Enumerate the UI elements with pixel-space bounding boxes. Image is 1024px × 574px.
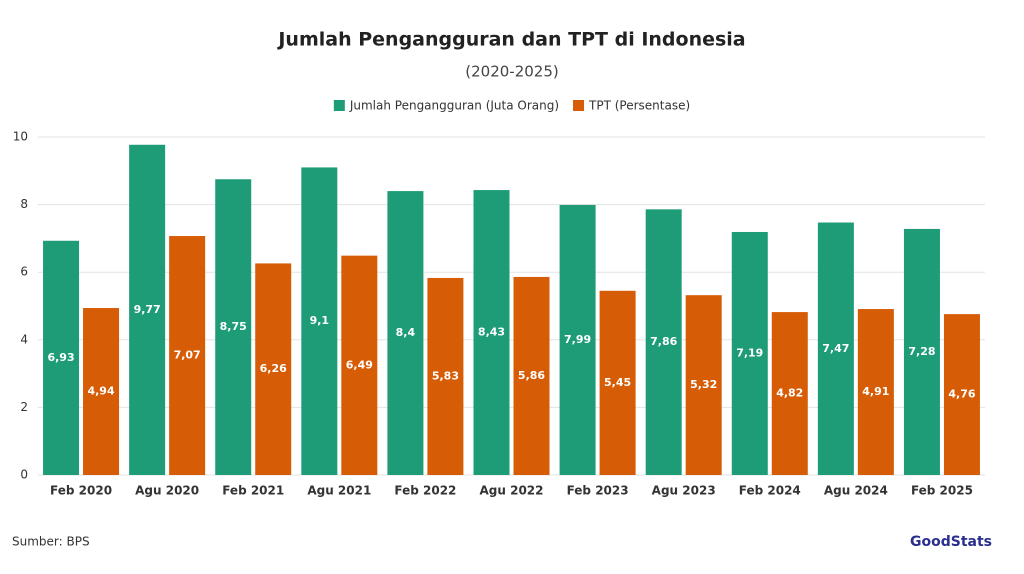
bar	[771, 312, 808, 475]
y-tick-label: 8	[20, 197, 28, 211]
bar	[427, 277, 464, 475]
legend-label: Jumlah Pengangguran (Juta Orang)	[349, 99, 559, 113]
legend-swatch	[333, 100, 345, 111]
bar	[903, 228, 940, 475]
brand-logo: GoodStats	[910, 534, 992, 550]
bar	[473, 190, 510, 476]
value-label: 9,77	[134, 303, 161, 316]
bar	[731, 231, 768, 475]
value-label: 9,1	[310, 314, 330, 327]
value-label: 7,99	[564, 333, 591, 346]
bar	[645, 209, 682, 475]
value-label: 7,07	[174, 349, 201, 362]
value-label: 8,43	[478, 326, 505, 339]
bar	[387, 191, 424, 475]
value-label: 4,76	[948, 388, 975, 401]
value-label: 5,32	[690, 378, 717, 391]
x-tick-label: Feb 2021	[222, 484, 284, 498]
x-tick-label: Feb 2022	[394, 484, 456, 498]
chart-title: Jumlah Pengangguran dan TPT di Indonesia	[276, 29, 745, 51]
bar	[341, 255, 378, 475]
value-label: 4,82	[776, 387, 803, 400]
bar	[685, 295, 722, 475]
value-label: 8,75	[220, 320, 247, 333]
x-tick-label: Feb 2024	[739, 484, 801, 498]
bar	[513, 276, 550, 475]
value-label: 7,28	[908, 345, 935, 358]
bar	[129, 144, 166, 476]
value-label: 7,86	[650, 335, 677, 348]
value-label: 6,26	[260, 362, 287, 375]
value-label: 4,94	[87, 385, 114, 398]
bar	[599, 290, 636, 475]
value-label: 5,86	[518, 369, 545, 382]
x-tick-label: Feb 2020	[50, 484, 112, 498]
value-label: 8,4	[396, 326, 416, 339]
value-label: 7,47	[822, 342, 849, 355]
x-tick-label: Agu 2024	[824, 484, 888, 498]
bar	[83, 308, 120, 475]
y-tick-label: 2	[20, 400, 28, 414]
value-label: 5,83	[432, 369, 459, 382]
x-tick-label: Agu 2021	[307, 484, 371, 498]
bar	[943, 314, 980, 475]
y-tick-label: 10	[13, 130, 28, 144]
x-tick-label: Feb 2023	[567, 484, 629, 498]
chart-subtitle: (2020-2025)	[465, 63, 558, 81]
value-label: 4,91	[862, 385, 889, 398]
source: Sumber: BPS	[12, 535, 90, 549]
y-tick-label: 0	[20, 468, 28, 482]
legend-swatch	[573, 100, 585, 111]
bar	[857, 309, 894, 475]
bar	[43, 240, 80, 475]
bar	[301, 167, 338, 476]
bar	[255, 263, 292, 475]
legend-label: TPT (Persentase)	[588, 99, 690, 113]
x-tick-label: Agu 2023	[652, 484, 716, 498]
bar	[559, 204, 596, 476]
value-label: 6,49	[346, 358, 373, 371]
y-tick-label: 4	[20, 332, 28, 346]
bar	[169, 236, 206, 475]
x-tick-label: Agu 2020	[135, 484, 199, 498]
x-tick-label: Feb 2025	[911, 484, 973, 498]
y-tick-label: 6	[20, 265, 28, 279]
bar	[817, 222, 854, 475]
bar	[215, 179, 252, 475]
value-label: 6,93	[47, 351, 74, 364]
x-tick-label: Agu 2022	[480, 484, 544, 498]
value-label: 7,19	[736, 346, 763, 359]
value-label: 5,45	[604, 376, 631, 389]
